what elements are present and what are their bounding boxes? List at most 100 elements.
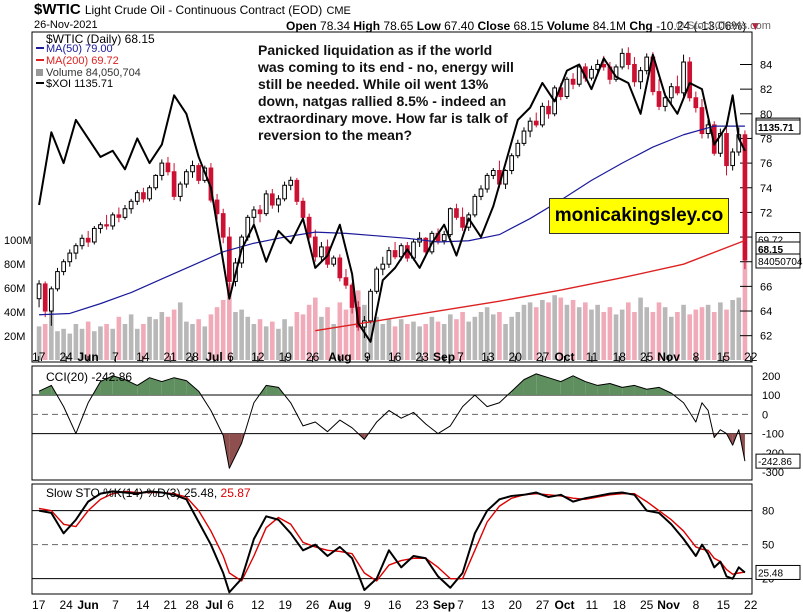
candle-body — [159, 162, 165, 176]
candle-body — [589, 68, 594, 79]
cci-positive-fill — [597, 383, 610, 396]
x-tick-label-bottom: 6 — [227, 598, 234, 612]
x-tick-label-bottom: 16 — [388, 598, 402, 612]
volume-bar — [626, 302, 631, 360]
candle-body — [687, 61, 693, 99]
candle-body — [36, 283, 42, 300]
cci-positive-fill — [634, 385, 647, 396]
candle-body — [362, 320, 367, 328]
cci-positive-fill — [266, 385, 279, 396]
candle-body — [546, 105, 551, 115]
x-tick-label-top: 12 — [251, 350, 265, 364]
x-tick-label-bottom: 14 — [136, 598, 150, 612]
candle-body — [134, 192, 140, 202]
candle-body — [644, 56, 650, 72]
stochastic-panel: 20 50 80 Slow STO %K(14) %D(3) 25.48, 25.87… — [31, 483, 801, 612]
volume-bar — [270, 321, 275, 360]
x-tick-label-top: 22 — [744, 350, 758, 364]
chart-date: 26-Nov-2021 — [34, 19, 98, 31]
volume-bar — [503, 324, 508, 360]
tag-cci-box — [755, 453, 801, 469]
candle-body — [122, 208, 128, 218]
volume-bar — [730, 300, 735, 360]
volume-bar — [675, 312, 680, 360]
candle-body — [276, 198, 281, 206]
volume-bar — [386, 319, 392, 360]
sto-tick-label: 80 — [762, 506, 774, 518]
sto-k-line — [38, 490, 746, 594]
candle-body — [447, 208, 453, 236]
x-tick-label-bottom: 23 — [415, 598, 429, 612]
candle-body — [331, 257, 337, 265]
candle-body — [288, 179, 294, 186]
x-tick-label-top: 24 — [59, 350, 73, 364]
price-tick-label: 74 — [760, 183, 772, 195]
instrument-name: Light Crude Oil - Continuous Contract (E… — [84, 3, 323, 17]
x-tick-label-bottom: 7 — [457, 598, 464, 612]
x-tick-label-top: 7 — [457, 350, 464, 364]
cci-positive-fill — [112, 375, 125, 396]
volume-bar — [570, 300, 576, 360]
volume-bar — [638, 297, 643, 360]
candle-body — [67, 252, 73, 263]
annotation-text: Panicked liquidation as if the world was… — [258, 42, 514, 143]
price-tick-label: 78 — [760, 133, 772, 145]
volume-bar — [55, 331, 60, 360]
volume-bar — [632, 312, 637, 360]
candle-body — [227, 236, 232, 282]
volume-bar — [312, 297, 318, 360]
candle-body — [681, 61, 686, 94]
volume-bar — [159, 312, 165, 360]
candle-body — [533, 120, 539, 126]
cci-positive-fill — [622, 385, 635, 396]
x-tick-label-top: 25 — [640, 350, 654, 364]
candle-body — [282, 184, 287, 200]
price-tick-label: 72 — [760, 207, 772, 219]
volume-bar — [251, 324, 257, 360]
volume-bar — [490, 314, 496, 360]
volume-bar — [687, 314, 692, 360]
candle-body — [251, 209, 257, 218]
volume-bar — [36, 326, 42, 360]
volume-bar — [233, 312, 238, 360]
price-tick-label: 62 — [760, 331, 772, 343]
candle-body — [196, 165, 201, 181]
cci-positive-fill — [174, 377, 187, 396]
cci-positive-fill — [548, 377, 561, 396]
sto-legend: Slow STO %K(14) %D(3) 25.48, 25.87 — [46, 486, 251, 500]
x-tick-label-top: 21 — [164, 350, 178, 364]
x-tick-label-top: Oct — [555, 350, 575, 364]
exchange: CME — [326, 5, 351, 17]
volume-bar — [282, 319, 287, 360]
volume-bar — [343, 309, 349, 360]
volume-bar — [742, 259, 748, 360]
tag-close: 68.15 — [758, 245, 783, 256]
volume-bar — [337, 302, 343, 360]
volume-bar — [67, 333, 73, 360]
price-tick-label: 84 — [760, 59, 772, 71]
volume-bar — [509, 316, 514, 360]
volume-bar — [576, 307, 582, 360]
candle-body — [61, 261, 66, 273]
volume-tick-label: 20M — [4, 331, 25, 343]
cci-tick-label: 200 — [762, 371, 780, 383]
candle-body — [718, 133, 723, 154]
volume-bar — [177, 302, 183, 360]
candle-body — [509, 155, 515, 171]
volume-bar — [220, 300, 226, 360]
candle-body — [662, 97, 668, 107]
x-tick-label-bottom: 20 — [509, 598, 523, 612]
ma50-line — [39, 125, 745, 316]
tag-ma200: 69.72 — [758, 236, 783, 247]
x-tick-label-bottom: 28 — [185, 598, 199, 612]
volume-bar — [98, 326, 103, 360]
legend-volume: Volume 84,050,704 — [46, 67, 141, 79]
cci-tick-label: 100 — [762, 390, 780, 402]
volume-bar — [165, 316, 171, 360]
x-tick-label-top: Jul — [205, 350, 222, 364]
x-tick-label-bottom: 21 — [164, 598, 178, 612]
cci-positive-fill — [523, 373, 537, 396]
volume-bar — [668, 316, 674, 360]
volume-bar — [711, 312, 717, 360]
